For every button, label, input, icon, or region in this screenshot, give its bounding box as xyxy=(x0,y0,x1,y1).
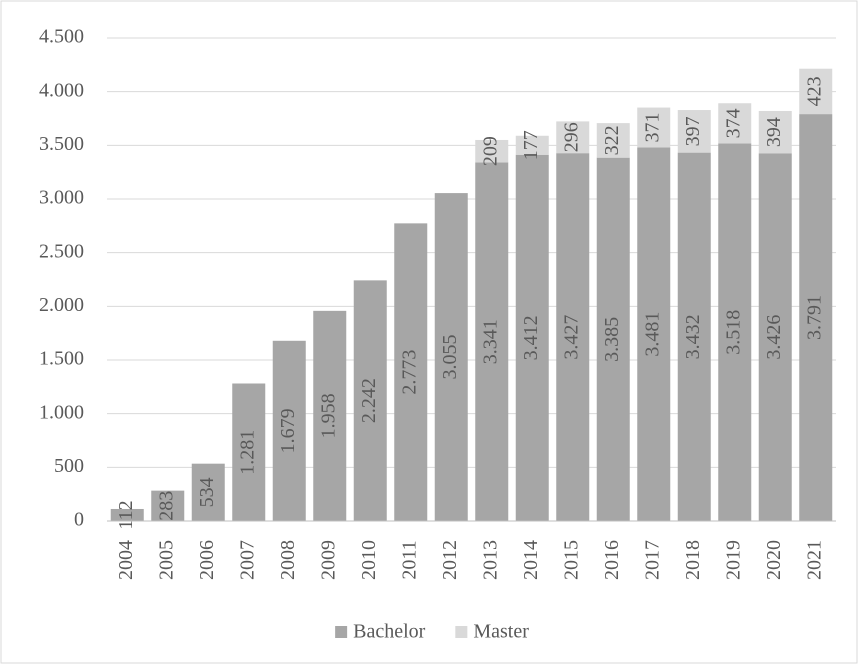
bar-segment xyxy=(515,135,549,155)
data-label: 2.773 xyxy=(398,350,420,395)
data-label: 3.481 xyxy=(641,312,663,357)
y-tick-label: 500 xyxy=(54,455,84,477)
data-label: 112 xyxy=(115,500,137,529)
x-tick-label: 2016 xyxy=(601,540,623,580)
y-tick-label: 2.500 xyxy=(39,240,84,262)
bar-segment xyxy=(556,153,590,521)
y-tick-label: 1.000 xyxy=(39,401,84,423)
x-tick-label: 2012 xyxy=(439,540,461,580)
data-label: 177 xyxy=(520,130,542,160)
bar-segment xyxy=(272,340,306,521)
data-label: 322 xyxy=(601,125,623,155)
x-tick-label: 2011 xyxy=(398,540,420,579)
bar-segment xyxy=(677,110,711,153)
bar-segment xyxy=(110,508,144,521)
x-tick-label: 2018 xyxy=(682,540,704,580)
data-label: 3.427 xyxy=(560,315,582,360)
y-tick-label: 4.000 xyxy=(39,79,84,101)
bar-segment xyxy=(475,139,509,163)
bar-segment xyxy=(799,114,833,521)
data-label: 2.242 xyxy=(358,378,380,423)
x-tick-label: 2019 xyxy=(722,540,744,580)
data-label: 3.055 xyxy=(439,335,461,380)
data-label: 423 xyxy=(803,76,825,106)
data-label: 1.679 xyxy=(277,408,299,453)
data-label: 534 xyxy=(196,477,218,507)
x-tick-label: 2004 xyxy=(115,540,137,580)
data-label: 394 xyxy=(763,117,785,147)
y-tick-label: 3.000 xyxy=(39,187,84,209)
bar-segment xyxy=(515,154,549,521)
bar-segment xyxy=(151,490,185,521)
data-label: 371 xyxy=(641,112,663,142)
legend-swatch xyxy=(335,626,348,638)
y-tick-label: 1.500 xyxy=(39,348,84,370)
bar-segment xyxy=(556,121,590,154)
x-tick-label: 2021 xyxy=(803,540,825,580)
data-label: 3.518 xyxy=(722,310,744,355)
data-label: 3.385 xyxy=(601,317,623,362)
bar-segment xyxy=(191,463,225,521)
data-label: 3.432 xyxy=(682,314,704,359)
bar-segment xyxy=(758,110,792,154)
bar-segment xyxy=(353,280,387,521)
x-tick-label: 2008 xyxy=(277,540,299,580)
x-tick-label: 2005 xyxy=(155,540,177,580)
bar-segment xyxy=(232,383,266,521)
bar-segment xyxy=(718,143,752,521)
y-tick-label: 4.500 xyxy=(39,26,84,48)
bar-segment xyxy=(799,68,833,115)
bar-segment xyxy=(637,107,671,148)
bar-segment xyxy=(475,162,509,521)
bar-segment xyxy=(596,157,630,521)
y-tick-label: 2.000 xyxy=(39,294,84,316)
data-label: 397 xyxy=(682,116,704,146)
bar-segment xyxy=(758,153,792,521)
bar-segment xyxy=(677,152,711,521)
bar-segment xyxy=(434,193,468,521)
x-tick-label: 2006 xyxy=(196,540,218,580)
data-label: 3.341 xyxy=(479,319,501,364)
data-label: 209 xyxy=(479,136,501,166)
data-label: 3.426 xyxy=(763,315,785,360)
legend-swatch xyxy=(455,626,468,638)
data-label: 374 xyxy=(722,108,744,138)
y-tick-label: 0 xyxy=(74,509,84,531)
x-tick-label: 2015 xyxy=(560,540,582,580)
bar-segment xyxy=(637,147,671,521)
data-label: 3.791 xyxy=(803,295,825,340)
x-tick-label: 2010 xyxy=(358,540,380,580)
data-label: 283 xyxy=(155,491,177,521)
data-label: 1.958 xyxy=(317,393,339,438)
bar-segment xyxy=(596,123,630,158)
x-tick-label: 2020 xyxy=(763,540,785,580)
x-tick-label: 2009 xyxy=(317,540,339,580)
legend-label: Master xyxy=(473,621,529,643)
x-tick-label: 2017 xyxy=(641,540,663,580)
x-tick-label: 2013 xyxy=(479,540,501,580)
legend-label: Bachelor xyxy=(353,621,426,643)
bar-segment xyxy=(313,310,347,521)
data-label: 3.412 xyxy=(520,315,542,360)
data-label: 1.281 xyxy=(236,430,258,475)
x-tick-label: 2007 xyxy=(236,540,258,580)
bar-segment xyxy=(394,223,428,521)
data-label: 296 xyxy=(560,122,582,152)
x-tick-label: 2014 xyxy=(520,540,542,580)
y-tick-label: 3.500 xyxy=(39,133,84,155)
bar-segment xyxy=(718,103,752,144)
